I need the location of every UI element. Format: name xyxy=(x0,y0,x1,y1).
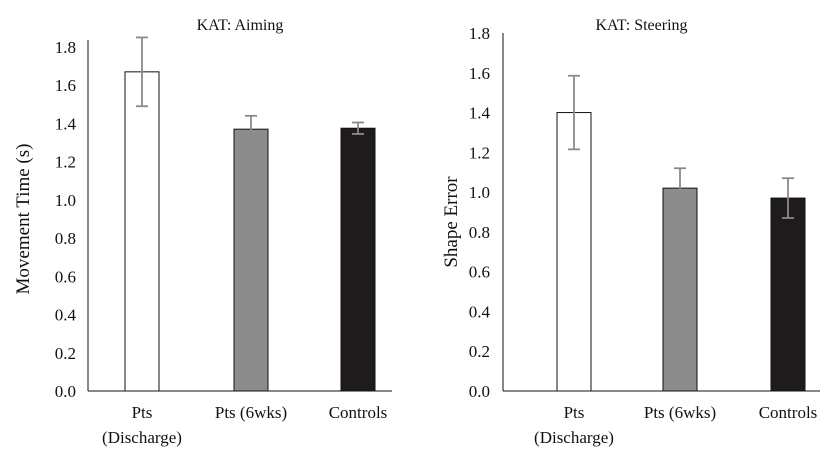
aiming-chart: KAT: Aiming Movement Time (s) 0.0 0.2 0.4 0.6… xyxy=(13,17,392,447)
bar xyxy=(124,71,160,392)
y-tick-label: 0.0 xyxy=(469,382,490,401)
y-tick-label: 1.4 xyxy=(469,104,491,123)
x-tick-label-line2: (Discharge) xyxy=(102,428,182,447)
chart-title: KAT: Steering xyxy=(595,17,687,34)
error-bar xyxy=(136,36,148,108)
x-tick-label: Pts (6wks) xyxy=(644,403,716,422)
y-tick-label: 1.4 xyxy=(55,114,77,133)
y-tick-label: 0.0 xyxy=(55,382,76,401)
y-tick-label: 0.4 xyxy=(55,306,77,325)
x-tick-label: Pts xyxy=(132,403,153,422)
y-tick-label: 0.8 xyxy=(469,223,490,242)
steering-chart: KAT: Steering Shape Error 0.0 0.2 0.4 0.6 0.8 1… xyxy=(441,17,820,447)
y-tick-label: 1.2 xyxy=(469,143,490,162)
bar xyxy=(340,127,376,392)
bar xyxy=(662,187,698,392)
y-tick-label: 1.8 xyxy=(55,38,76,57)
chart-title: KAT: Aiming xyxy=(197,17,284,34)
y-tick-label: 0.6 xyxy=(469,263,490,282)
bar xyxy=(556,112,592,392)
y-axis-label: Movement Time (s) xyxy=(13,144,34,295)
error-bar xyxy=(352,121,364,135)
y-tick-label: 1.0 xyxy=(55,191,76,210)
error-bar xyxy=(674,167,686,209)
y-axis-label: Shape Error xyxy=(441,176,462,268)
bar xyxy=(770,197,806,392)
error-bar xyxy=(568,74,580,151)
y-tick-label: 0.6 xyxy=(55,267,76,286)
y-tick-label: 1.6 xyxy=(469,64,490,83)
y-tick-label: 1.2 xyxy=(55,153,76,172)
y-tick-label: 0.2 xyxy=(469,342,490,361)
y-tick-label: 0.4 xyxy=(469,302,491,321)
y-tick-label: 0.2 xyxy=(55,344,76,363)
bar xyxy=(233,128,269,392)
x-tick-label: Controls xyxy=(329,403,388,422)
x-tick-label: Controls xyxy=(759,403,818,422)
y-tick-label: 1.8 xyxy=(469,24,490,43)
y-tick-label: 0.8 xyxy=(55,229,76,248)
error-bar xyxy=(782,177,794,219)
y-tick-label: 1.0 xyxy=(469,183,490,202)
x-tick-label: Pts (6wks) xyxy=(215,403,287,422)
x-tick-label-line2: (Discharge) xyxy=(534,428,614,447)
y-tick-label: 1.6 xyxy=(55,76,76,95)
x-tick-label: Pts xyxy=(564,403,585,422)
error-bar xyxy=(245,114,257,144)
